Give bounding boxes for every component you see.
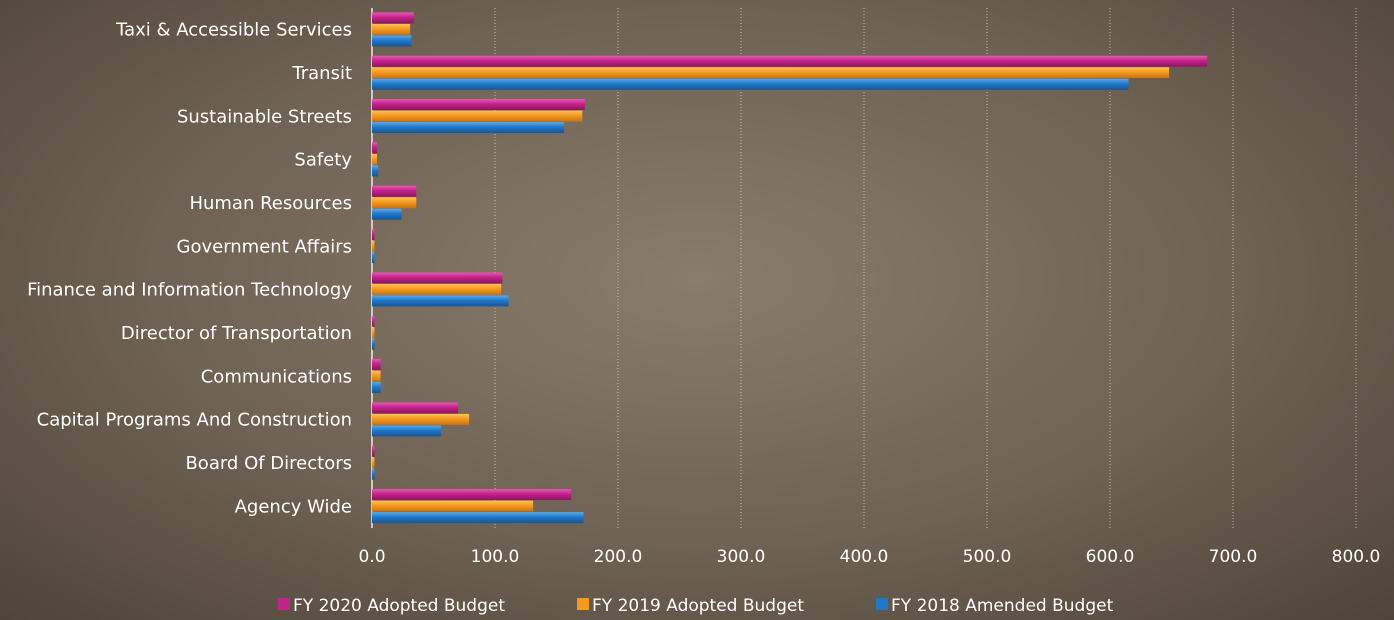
category-labels: Taxi & Accessible Services Transit Sustain… <box>27 20 352 518</box>
bar <box>372 252 375 264</box>
bar <box>372 283 502 295</box>
bars <box>372 12 1208 524</box>
bar <box>372 240 375 252</box>
category-label: Government Affairs <box>177 236 353 257</box>
bar <box>372 208 402 220</box>
category-label: Board Of Directors <box>185 453 352 474</box>
bar <box>372 327 375 339</box>
x-tick-label: 100.0 <box>471 547 520 567</box>
x-tick-label: 200.0 <box>594 547 643 567</box>
bar <box>372 55 1208 67</box>
category-label: Finance and Information Technology <box>27 280 352 301</box>
bar <box>372 382 381 394</box>
bar <box>372 153 377 165</box>
bar <box>372 359 381 371</box>
bar <box>372 165 379 177</box>
legend: FY 2020 Adopted Budget FY 2019 Adopted Bu… <box>278 596 1114 616</box>
bar <box>372 338 375 350</box>
x-tick-label: 0.0 <box>358 547 385 567</box>
bar <box>372 425 441 437</box>
bar <box>372 457 375 469</box>
bar <box>372 99 585 111</box>
x-tick-label: 800.0 <box>1332 547 1381 567</box>
category-label: Capital Programs And Construction <box>37 410 352 431</box>
legend-label: FY 2019 Adopted Budget <box>592 596 804 616</box>
category-label: Human Resources <box>189 193 352 214</box>
bar <box>372 78 1129 90</box>
bar <box>372 229 375 241</box>
bar <box>372 272 503 284</box>
category-label: Communications <box>201 366 352 387</box>
legend-label: FY 2020 Adopted Budget <box>293 596 505 616</box>
bar <box>372 110 583 122</box>
bar <box>372 370 381 382</box>
bar <box>372 512 584 524</box>
bar <box>372 23 411 35</box>
bar <box>372 413 470 425</box>
x-tick-label: 300.0 <box>717 547 766 567</box>
category-label: Transit <box>291 63 352 84</box>
legend-swatch <box>577 598 589 610</box>
legend-swatch <box>876 598 888 610</box>
bar <box>372 12 414 24</box>
legend-swatch <box>278 598 290 610</box>
bar <box>372 122 564 134</box>
bar <box>372 197 417 209</box>
bar <box>372 142 377 154</box>
bar <box>372 185 417 197</box>
x-tick-label: 600.0 <box>1086 547 1135 567</box>
bar <box>372 500 534 512</box>
bar <box>372 295 509 307</box>
category-label: Director of Transportation <box>121 323 352 344</box>
bar <box>372 468 375 480</box>
category-label: Taxi & Accessible Services <box>115 20 352 41</box>
gridlines <box>371 8 1357 528</box>
bar <box>372 315 375 327</box>
x-tick-label: 500.0 <box>963 547 1012 567</box>
x-tick-label: 700.0 <box>1209 547 1258 567</box>
category-label: Agency Wide <box>235 496 352 517</box>
bar <box>372 489 572 501</box>
bar <box>372 445 375 457</box>
bar <box>372 67 1170 79</box>
x-tick-label: 400.0 <box>840 547 889 567</box>
category-label: Safety <box>294 150 352 171</box>
bar <box>372 35 412 47</box>
category-label: Sustainable Streets <box>177 106 352 127</box>
x-axis-ticks: 0.0 100.0 200.0 300.0 400.0 500.0 600.0 700.0 80… <box>358 547 1380 567</box>
legend-label: FY 2018 Amended Budget <box>891 596 1114 616</box>
bar <box>372 402 459 414</box>
